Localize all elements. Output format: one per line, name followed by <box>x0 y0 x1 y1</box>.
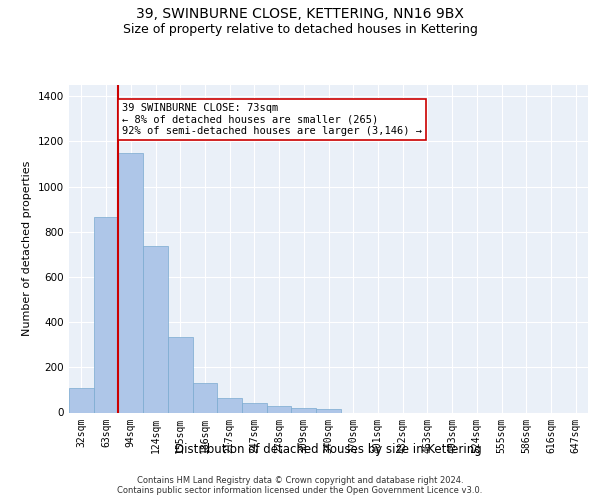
Bar <box>193 383 217 412</box>
Bar <box>267 406 292 412</box>
Bar <box>242 404 267 412</box>
Y-axis label: Number of detached properties: Number of detached properties <box>22 161 32 336</box>
Bar <box>94 217 118 412</box>
Bar <box>143 246 168 412</box>
Bar <box>316 410 341 412</box>
Text: 39 SWINBURNE CLOSE: 73sqm
← 8% of detached houses are smaller (265)
92% of semi-: 39 SWINBURNE CLOSE: 73sqm ← 8% of detach… <box>122 103 422 136</box>
Text: 39, SWINBURNE CLOSE, KETTERING, NN16 9BX: 39, SWINBURNE CLOSE, KETTERING, NN16 9BX <box>136 8 464 22</box>
Text: Contains HM Land Registry data © Crown copyright and database right 2024.
Contai: Contains HM Land Registry data © Crown c… <box>118 476 482 495</box>
Text: Distribution of detached houses by size in Kettering: Distribution of detached houses by size … <box>175 442 482 456</box>
Text: Size of property relative to detached houses in Kettering: Size of property relative to detached ho… <box>122 22 478 36</box>
Bar <box>292 408 316 412</box>
Bar <box>69 388 94 412</box>
Bar <box>118 153 143 412</box>
Bar <box>217 398 242 412</box>
Bar <box>168 337 193 412</box>
